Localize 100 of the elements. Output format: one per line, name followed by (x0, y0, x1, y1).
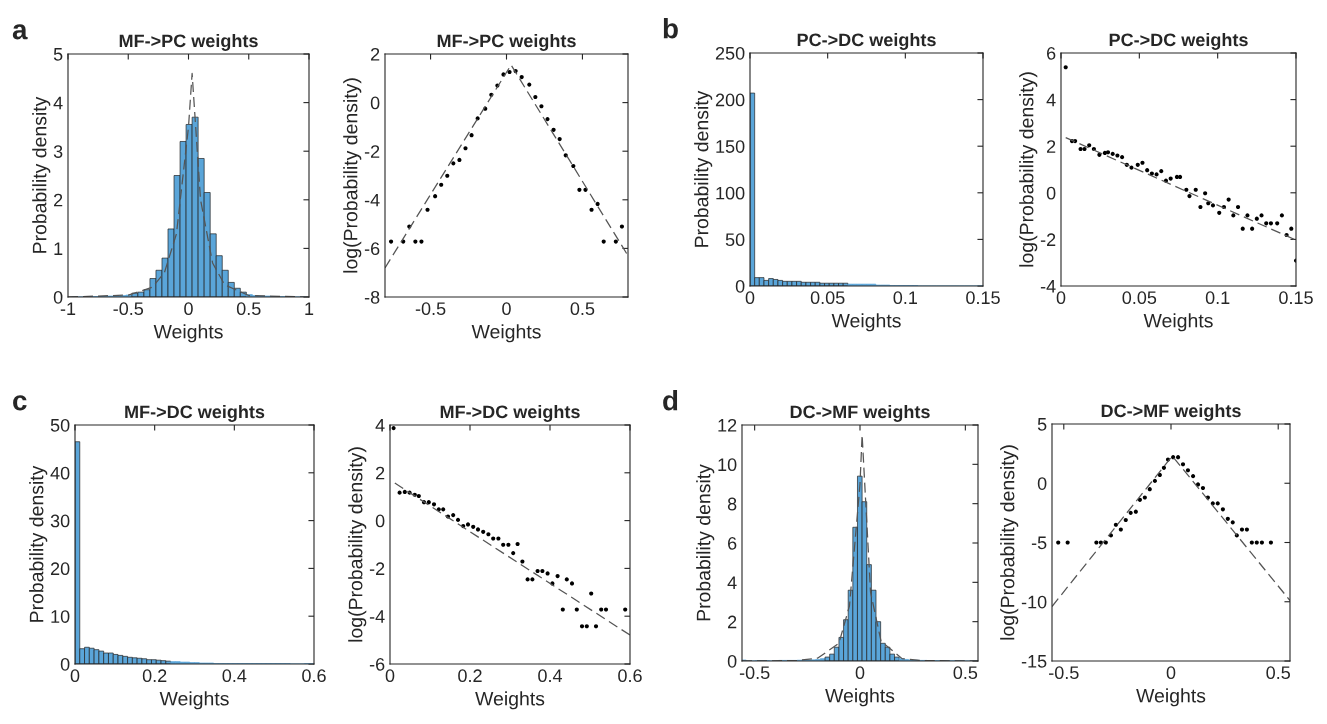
x-tick-label: 0.15 (966, 291, 1000, 305)
x-tick-label: 0.15 (1279, 291, 1313, 305)
x-tick-label: -0.5 (739, 666, 770, 680)
text: b (663, 18, 678, 39)
y-tick-label: -4 (1040, 280, 1056, 293)
x-tick-label: -1 (60, 302, 76, 315)
x-tick-label: 0 (385, 669, 395, 683)
y-tick-label: 4 (1046, 93, 1056, 107)
y-tick-label: 200 (715, 93, 745, 107)
y-tick-label: -2 (364, 145, 380, 158)
y-tick-label: 4 (375, 419, 385, 432)
x-tick-label: -0.5 (1049, 666, 1079, 680)
chart-title: MF->DC weights (440, 404, 580, 422)
y-axis-title: Probability density (29, 465, 48, 622)
y-tick-label: 0 (735, 279, 745, 293)
x-tick-label: 0 (855, 666, 865, 680)
y-tick-label: 100 (716, 186, 745, 200)
x-tick-label: 0 (184, 302, 193, 316)
x-tick-label: 0.6 (302, 669, 326, 683)
x-tick-label: 0 (502, 302, 511, 316)
x-axis-title: Weights (153, 324, 223, 343)
x-axis-title: Weights (475, 691, 545, 710)
x-tick-label: 0.6 (618, 669, 642, 683)
x-tick-label: 0.5 (953, 666, 978, 680)
y-tick-label: -4 (364, 193, 380, 207)
y-tick-label: -6 (369, 657, 385, 671)
x-tick-label: 0 (1166, 666, 1176, 680)
x-axis-title: Weights (159, 691, 229, 710)
y-axis-title: log(Probability density) (348, 447, 367, 642)
x-tick-label: 0.5 (1266, 666, 1290, 680)
y-tick-label: 3 (53, 145, 63, 158)
y-tick-label: -5 (1031, 536, 1047, 550)
y-axis-title: log(Probability density) (1000, 445, 1019, 640)
y-tick-label: 2 (371, 47, 380, 61)
x-axis-title: Weights (1143, 313, 1213, 332)
x-axis-title: Weights (1136, 688, 1206, 707)
y-tick-label: 40 (50, 466, 70, 480)
y-tick-label: 0 (1037, 477, 1047, 490)
y-tick-label: 50 (725, 233, 745, 247)
y-tick-label: 0 (1046, 186, 1056, 200)
x-tick-label: 1 (305, 302, 314, 315)
y-tick-label: 1 (54, 242, 63, 255)
x-tick-label: 0.05 (1122, 291, 1157, 305)
y-tick-label: 2 (376, 466, 385, 480)
text: d (663, 390, 678, 411)
y-axis-title: log(Probability density) (343, 78, 362, 273)
chart-title: MF->DC weights (125, 404, 265, 422)
y-tick-label: 4 (727, 576, 737, 589)
x-tick-label: 0 (745, 291, 755, 305)
y-tick-label: 10 (718, 458, 737, 472)
x-tick-label: 0.1 (1205, 291, 1230, 305)
y-tick-label: 50 (50, 418, 70, 432)
x-axis-title: Weights (471, 324, 541, 343)
y-tick-label: 2 (1047, 140, 1056, 153)
y-tick-label: 2 (54, 193, 63, 207)
y-tick-label: 6 (1047, 46, 1056, 60)
x-tick-label: 0.5 (570, 302, 595, 316)
x-tick-label: 0.5 (236, 302, 261, 316)
y-tick-label: 0 (727, 654, 737, 668)
x-tick-label: 0.4 (222, 669, 247, 683)
y-tick-label: 6 (728, 536, 737, 550)
y-tick-label: -6 (364, 242, 380, 256)
x-tick-label: 0.2 (458, 669, 482, 683)
y-tick-label: 0 (370, 96, 380, 110)
x-tick-label: 0 (1056, 291, 1066, 305)
y-tick-label: -2 (1040, 233, 1056, 246)
y-tick-label: -8 (364, 290, 380, 304)
x-axis-title: Weights (831, 313, 901, 332)
y-axis-title: Probability density (696, 464, 715, 621)
x-tick-label: -0.5 (113, 302, 144, 316)
y-tick-label: 8 (727, 497, 737, 511)
chart-title: DC->MF weights (1101, 403, 1241, 421)
chart-title: MF->PC weights (437, 33, 576, 51)
y-tick-label: 5 (53, 48, 63, 61)
x-tick-label: 0.1 (893, 291, 917, 305)
x-tick-label: 0.4 (538, 669, 563, 683)
y-tick-label: 10 (51, 610, 70, 623)
chart-title: PC->DC weights (797, 32, 936, 50)
y-tick-label: 30 (50, 514, 70, 528)
y-tick-label: -10 (1021, 595, 1047, 609)
y-tick-label: 5 (1037, 418, 1047, 431)
x-tick-label: 0.05 (810, 291, 845, 305)
chart-title: MF->PC weights (119, 33, 258, 51)
y-axis-title: Probability density (694, 90, 713, 247)
y-axis-title: Probability density (32, 96, 51, 253)
y-tick-label: 12 (718, 418, 737, 432)
y-tick-label: -15 (1021, 655, 1047, 668)
x-tick-label: 0.2 (142, 669, 167, 683)
y-tick-label: 250 (715, 46, 745, 60)
y-tick-label: -2 (369, 562, 385, 575)
y-tick-label: 0 (375, 514, 385, 528)
x-axis-title: Weights (825, 688, 895, 707)
y-axis-title: log(Probability density) (1019, 72, 1038, 267)
x-tick-label: -0.5 (415, 302, 446, 316)
y-tick-label: 0 (60, 657, 70, 671)
y-tick-label: -4 (369, 610, 385, 623)
chart-title: PC->DC weights (1109, 32, 1248, 50)
chart-title: DC->MF weights (790, 404, 930, 422)
y-tick-label: 2 (728, 615, 737, 629)
y-tick-label: 150 (716, 140, 745, 153)
